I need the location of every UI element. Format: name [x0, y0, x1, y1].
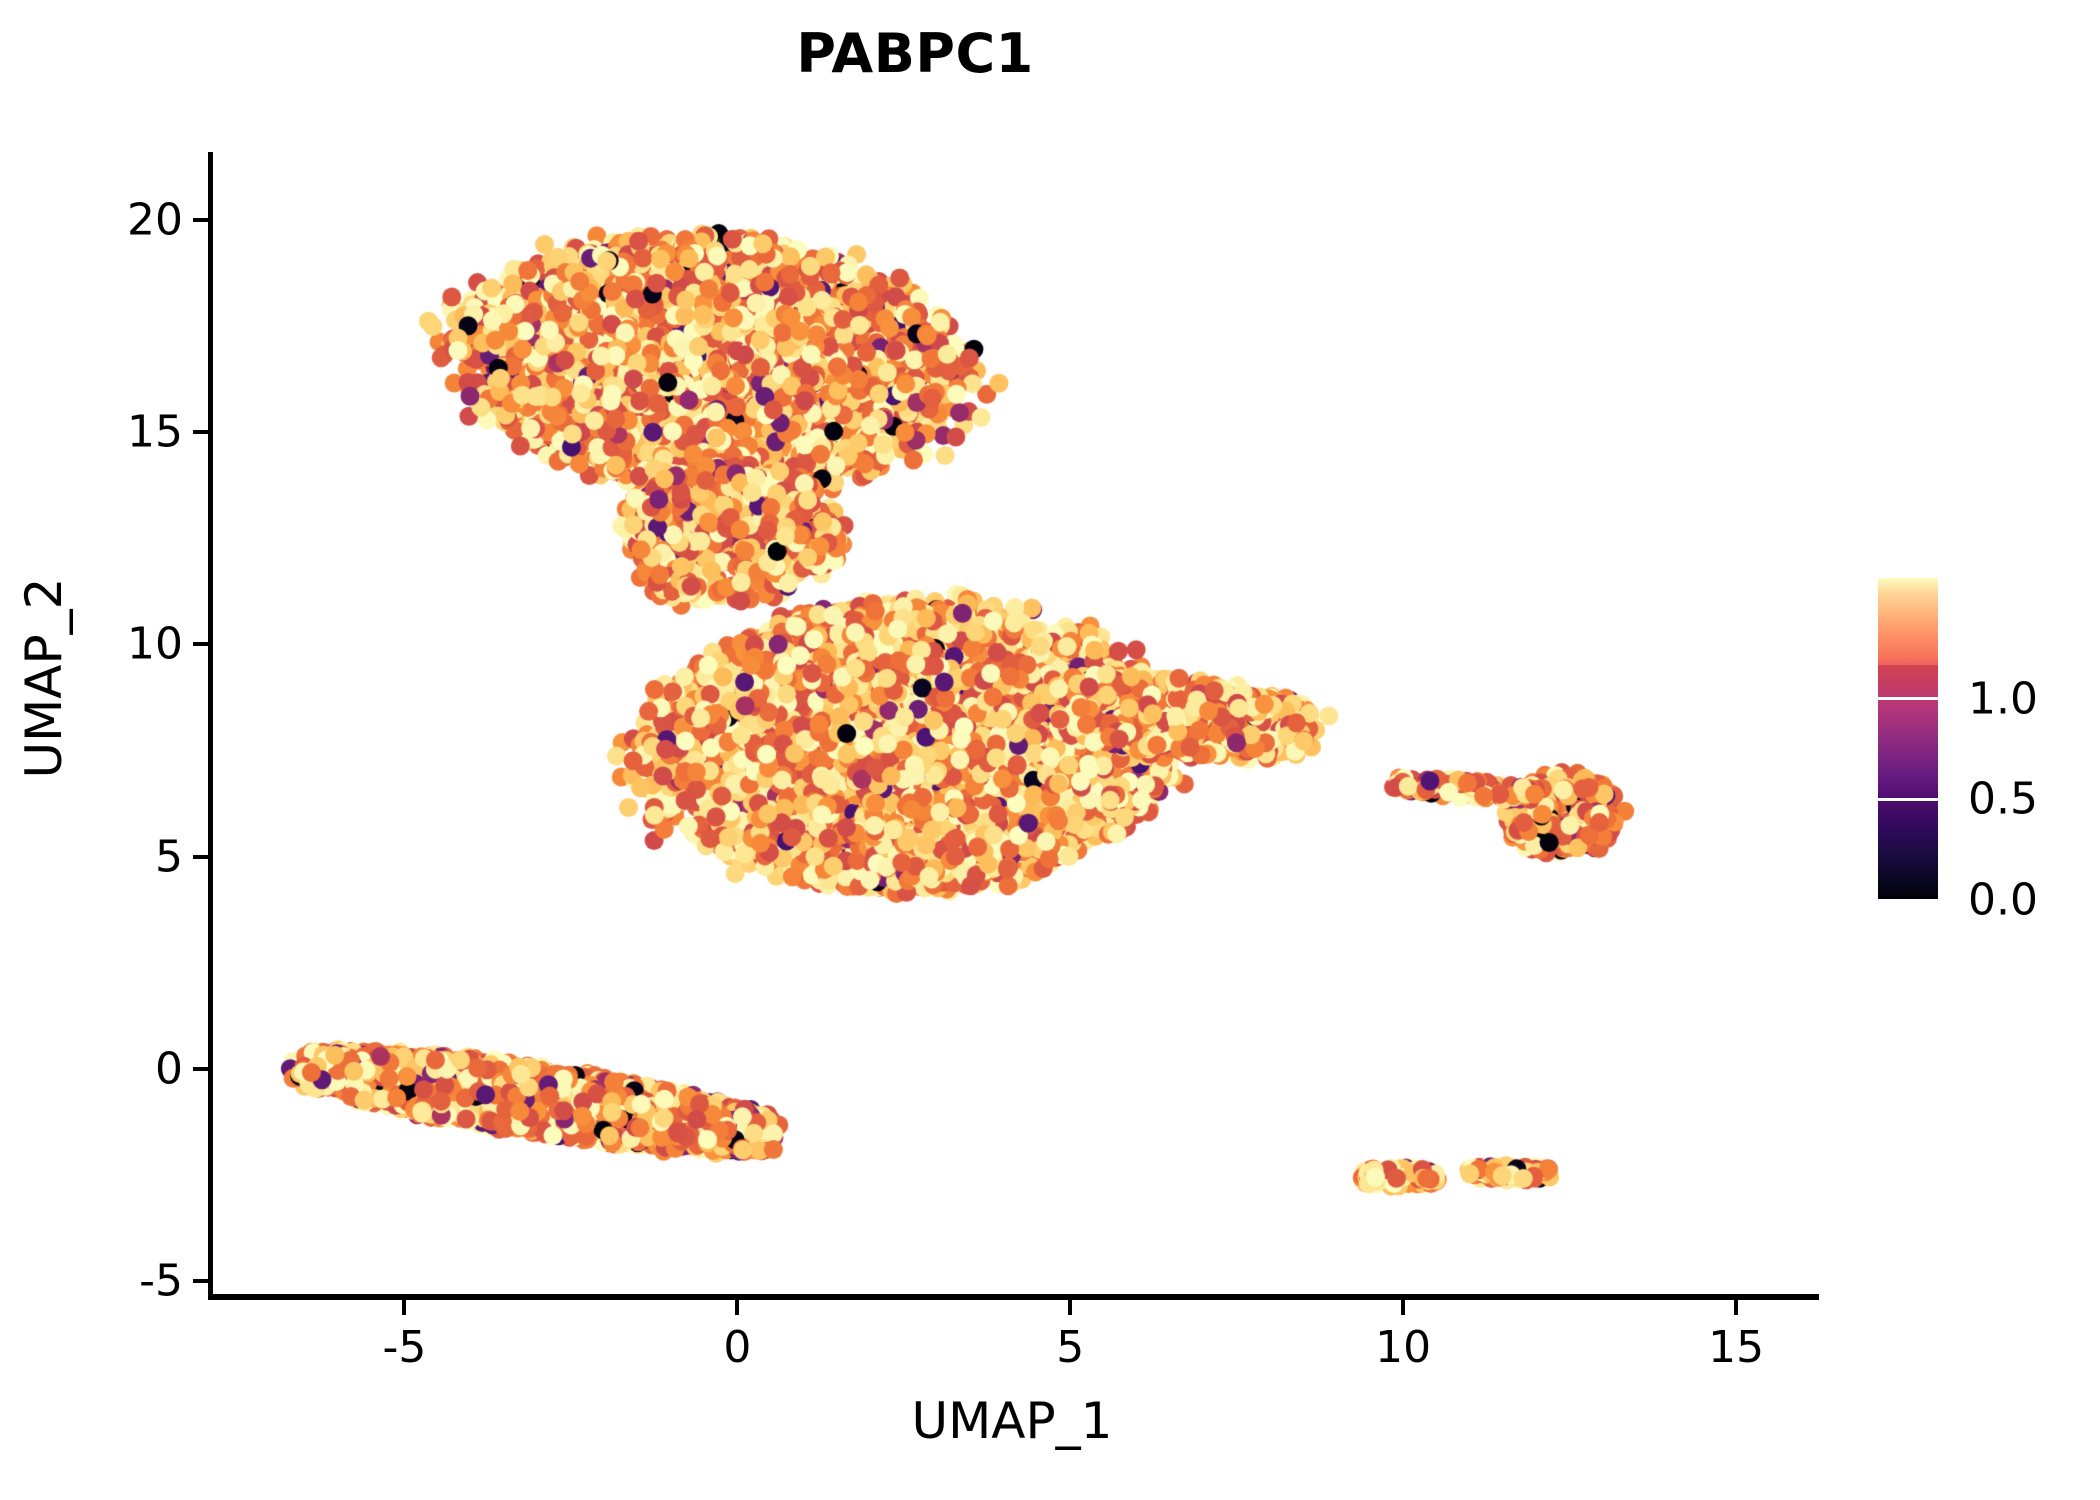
x-tick-mark: [735, 1300, 740, 1315]
x-tick-label: 5: [1056, 1322, 1085, 1373]
x-tick-mark: [1734, 1300, 1739, 1315]
y-tick-label: 10: [127, 618, 183, 670]
y-axis-spine: [208, 152, 213, 1300]
y-tick-label: -5: [139, 1255, 183, 1307]
x-tick-label: 10: [1375, 1322, 1432, 1373]
colorbar: 1.0 0.5 0.0: [1878, 578, 2078, 926]
y-tick-label: 5: [155, 831, 183, 883]
page-title: PABPC1: [796, 22, 1034, 85]
scatter-canvas: [208, 152, 1816, 1298]
x-tick-label: 15: [1708, 1322, 1765, 1373]
x-tick-label: -5: [382, 1322, 427, 1373]
x-tick-mark: [1401, 1300, 1406, 1315]
colorbar-tick-label: 0.0: [1968, 874, 2038, 926]
colorbar-tick-mark: [1878, 898, 1938, 902]
colorbar-tick-mark: [1878, 797, 1938, 801]
x-tick-label: 0: [723, 1322, 752, 1373]
colorbar-tick-mark: [1878, 697, 1938, 701]
y-tick-mark: [193, 854, 208, 859]
x-tick-mark: [1068, 1300, 1073, 1315]
y-tick-mark: [193, 1279, 208, 1284]
colorbar-gradient: [1878, 578, 1938, 900]
y-tick-mark: [193, 1066, 208, 1071]
y-axis-label: UMAP_2: [15, 577, 73, 779]
colorbar-tick-label: 1.0: [1968, 673, 2038, 725]
colorbar-tick-label: 0.5: [1968, 773, 2038, 825]
y-tick-mark: [193, 642, 208, 647]
y-tick-mark: [193, 217, 208, 222]
x-axis-spine: [208, 1294, 1819, 1300]
y-tick-label: 20: [127, 194, 183, 246]
plot-area: [208, 152, 1816, 1298]
y-tick-label: 0: [155, 1043, 183, 1095]
x-axis-label: UMAP_1: [911, 1392, 1113, 1450]
y-tick-label: 15: [127, 406, 183, 458]
x-tick-mark: [402, 1300, 407, 1315]
y-tick-mark: [193, 430, 208, 435]
